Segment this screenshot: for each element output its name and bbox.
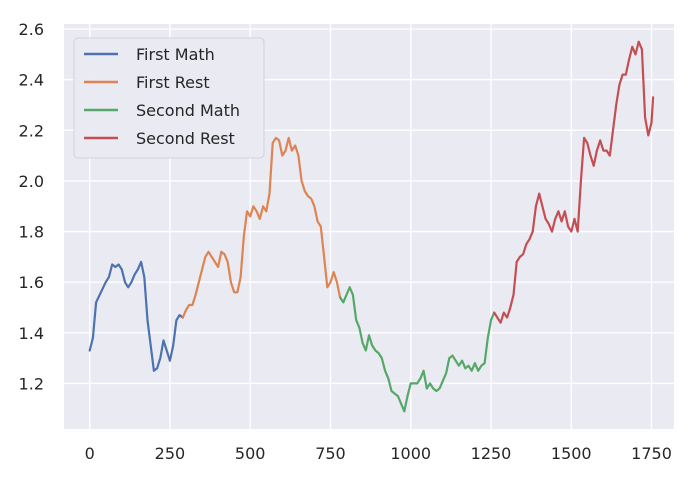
- x-tick-label: 1500: [551, 444, 592, 463]
- series-line-first-math: [88, 260, 184, 372]
- series-line-second-rest: [493, 40, 655, 324]
- x-tick-label: 1750: [631, 444, 672, 463]
- legend-label: First Math: [136, 45, 215, 64]
- y-tick-label: 1.6: [19, 273, 44, 292]
- x-axis-ticks: 0 250 500 750 1000 1250 1500 1750: [85, 444, 672, 463]
- y-tick-label: 1.2: [19, 374, 44, 393]
- y-tick-label: 2.4: [19, 71, 44, 90]
- legend-label: Second Math: [136, 101, 240, 120]
- y-tick-label: 1.4: [19, 324, 44, 343]
- series-lines: [88, 40, 655, 413]
- legend: First Math First Rest Second Math Second Re…: [73, 37, 265, 159]
- y-axis-ticks: 1.2 1.4 1.6 1.8 2.0 2.2 2.4 2.6: [19, 20, 44, 393]
- x-tick-label: 750: [315, 444, 346, 463]
- x-tick-label: 1250: [471, 444, 512, 463]
- y-tick-label: 1.8: [19, 223, 44, 242]
- series-line-first-rest: [181, 136, 342, 319]
- series-line-second-math: [339, 286, 496, 413]
- y-tick-label: 2.6: [19, 20, 44, 39]
- x-tick-label: 1000: [390, 444, 431, 463]
- legend-label: First Rest: [136, 73, 210, 92]
- y-tick-label: 2.2: [19, 121, 44, 140]
- x-tick-label: 500: [235, 444, 266, 463]
- x-tick-label: 0: [85, 444, 95, 463]
- legend-box: [73, 37, 265, 159]
- x-tick-label: 250: [155, 444, 186, 463]
- legend-label: Second Rest: [136, 129, 235, 148]
- y-tick-label: 2.0: [19, 172, 44, 191]
